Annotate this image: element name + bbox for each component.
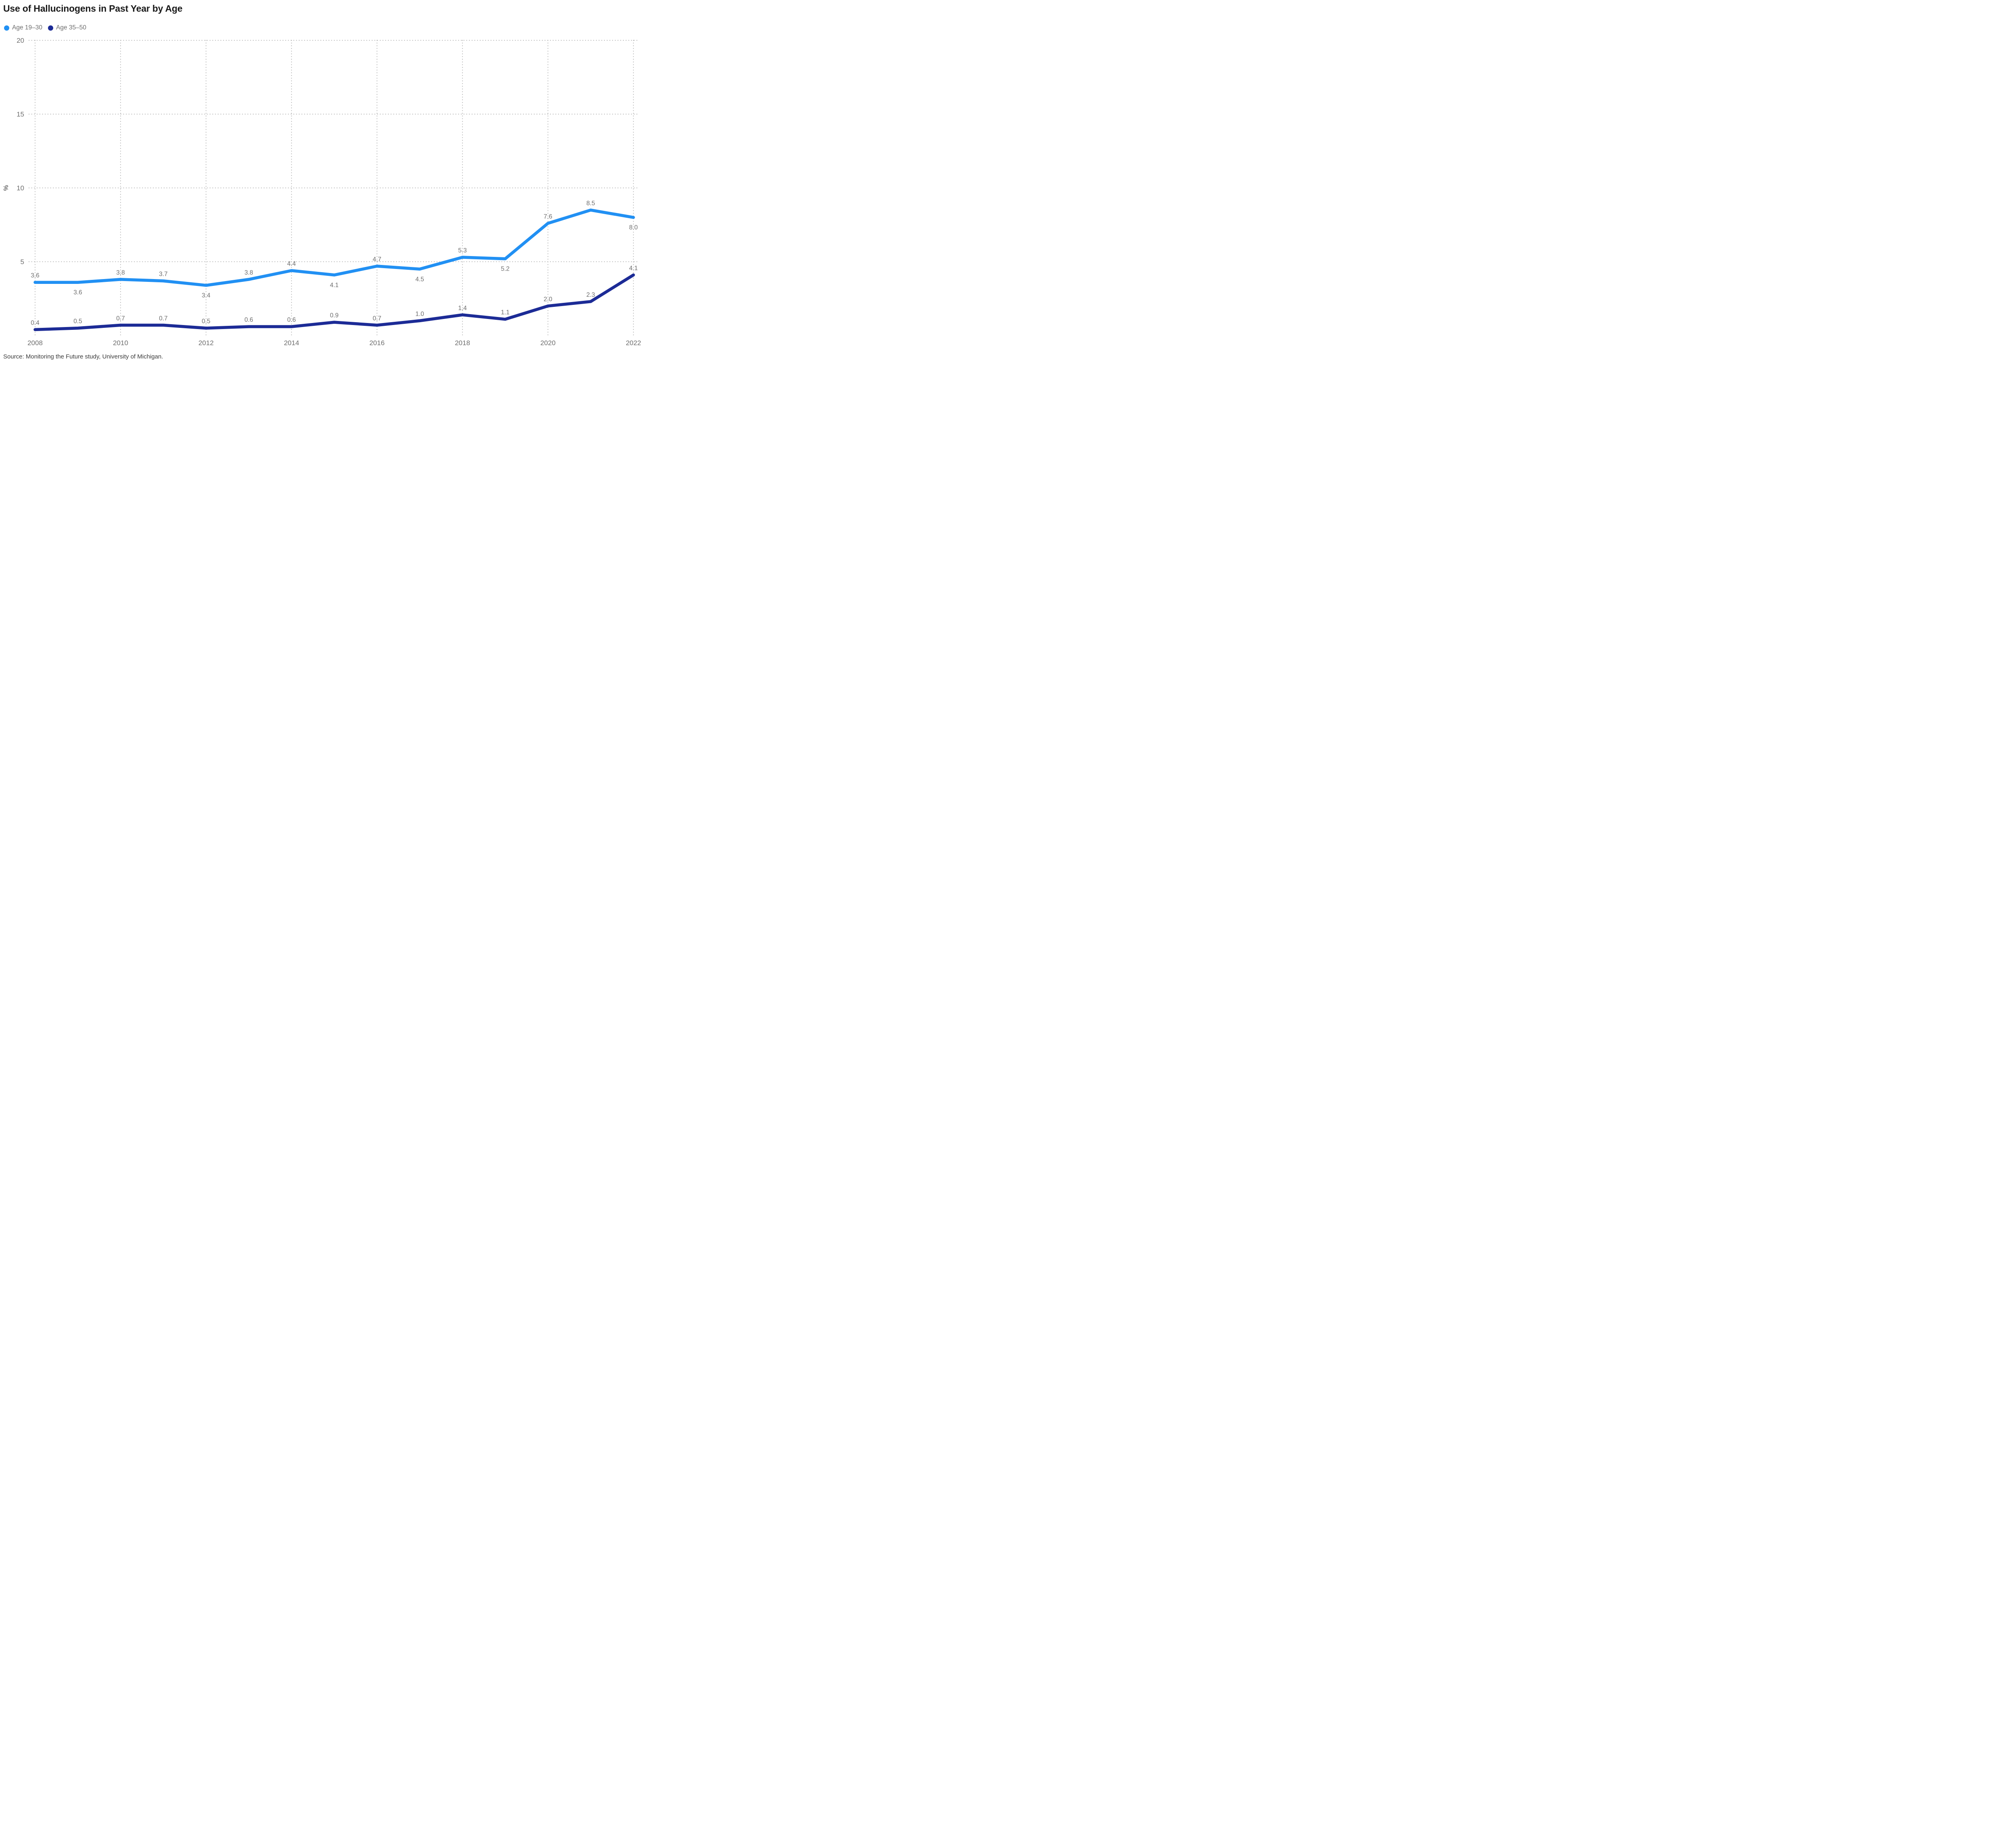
data-label-age-19-30-2009: 3.6: [73, 289, 82, 296]
data-label-age-35-50-2009: 0.5: [73, 318, 82, 325]
data-label-age-35-50-2019: 1.1: [501, 309, 510, 316]
data-label-age-19-30-2020: 7.6: [544, 213, 552, 220]
data-label-age-19-30-2018: 5.3: [458, 247, 467, 254]
y-tick-label-10: 10: [17, 184, 24, 192]
data-label-age-35-50-2018: 1.4: [458, 305, 467, 312]
data-label-age-35-50-2014: 0.6: [287, 317, 296, 323]
x-tick-label-2022: 2022: [626, 339, 641, 347]
data-label-age-35-50-2011: 0.7: [159, 315, 168, 322]
legend: Age 19–30 Age 35–50: [4, 24, 86, 31]
legend-dot-age-19-30-icon: [4, 25, 9, 31]
y-tick-label-5: 5: [21, 258, 24, 266]
data-label-age-35-50-2015: 0.9: [330, 312, 339, 319]
legend-label-age-19-30: Age 19–30: [12, 24, 42, 31]
legend-label-age-35-50: Age 35–50: [56, 24, 86, 31]
source-note: Source: Monitoring the Future study, Uni…: [3, 353, 163, 360]
data-label-age-35-50-2022: 4.1: [629, 265, 638, 272]
legend-item-age-35-50: Age 35–50: [48, 24, 86, 31]
legend-item-age-19-30: Age 19–30: [4, 24, 42, 31]
data-label-age-19-30-2019: 5.2: [501, 266, 510, 273]
y-tick-label-20: 20: [17, 37, 24, 44]
data-label-age-35-50-2012: 0.5: [202, 318, 210, 325]
data-label-age-19-30-2013: 3.8: [244, 269, 253, 276]
chart-title: Use of Hallucinogens in Past Year by Age: [3, 3, 183, 14]
data-label-age-19-30-2010: 3.8: [116, 269, 125, 276]
data-label-age-35-50-2013: 0.6: [244, 317, 253, 323]
data-label-age-19-30-2022: 8.0: [629, 224, 638, 231]
series-line-age-19-30: [33, 208, 635, 287]
data-label-age-19-30-2015: 4.1: [330, 282, 339, 289]
data-label-age-35-50-2021: 2.3: [586, 292, 595, 298]
data-label-age-35-50-2010: 0.7: [116, 315, 125, 322]
data-label-age-19-30-2016: 4.7: [373, 256, 381, 263]
x-tick-label-2016: 2016: [369, 339, 385, 347]
data-label-age-35-50-2017: 1.0: [415, 310, 424, 317]
x-tick-label-2018: 2018: [455, 339, 470, 347]
data-label-age-19-30-2011: 3.7: [159, 271, 168, 278]
data-label-age-19-30-2014: 4.4: [287, 260, 296, 267]
x-tick-label-2010: 2010: [113, 339, 128, 347]
data-label-age-35-50-2020: 2.0: [544, 296, 552, 303]
data-label-age-35-50-2008: 0.4: [31, 319, 40, 326]
line-chart: 5 10 15 20% 2008 2010 2012 2014 2016 2018 2020 2022…: [3, 37, 641, 347]
x-tick-label-2014: 2014: [284, 339, 299, 347]
data-label-age-19-30-2017: 4.5: [415, 276, 424, 283]
x-tick-label-2008: 2008: [27, 339, 43, 347]
x-tick-label-2020: 2020: [540, 339, 556, 347]
x-tick-label-2012: 2012: [198, 339, 214, 347]
y-axis-unit-label: %: [3, 185, 10, 191]
legend-dot-age-35-50-icon: [48, 25, 53, 31]
data-label-age-19-30-2008: 3.6: [31, 272, 40, 279]
y-tick-label-15: 15: [17, 110, 24, 118]
data-label-age-35-50-2016: 0.7: [373, 315, 381, 322]
data-label-age-19-30-2021: 8.5: [586, 200, 595, 207]
series-line-age-35-50: [33, 273, 635, 331]
chart-container: Use of Hallucinogens in Past Year by Age…: [0, 0, 645, 368]
data-label-age-19-30-2012: 3.4: [202, 292, 210, 299]
